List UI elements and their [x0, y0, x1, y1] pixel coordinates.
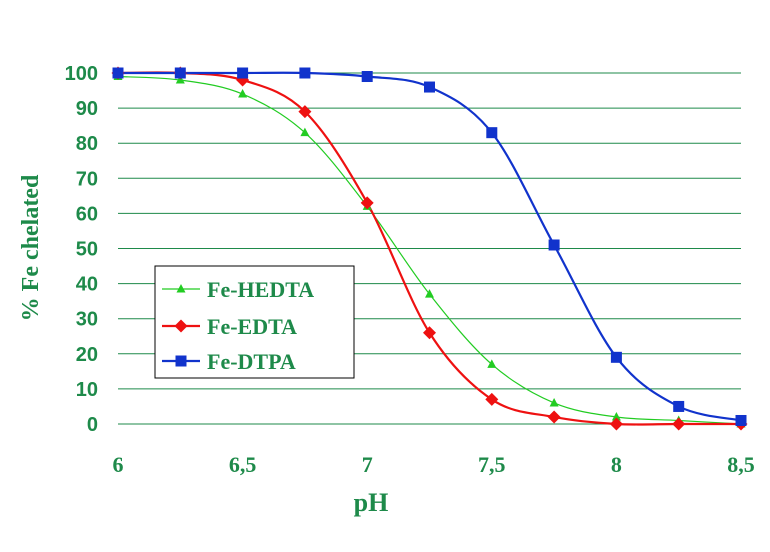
data-point-fe-edta: [423, 326, 436, 340]
legend-marker: [176, 284, 186, 293]
data-point-fe-dtpa: [486, 127, 498, 139]
data-point-fe-dtpa: [361, 71, 373, 83]
data-point-fe-dtpa: [424, 81, 435, 93]
y-tick-label: 20: [76, 344, 98, 366]
data-point-fe-dtpa: [548, 239, 560, 251]
data-point-fe-hedta: [300, 127, 310, 137]
x-tick-label: 8,5: [727, 452, 755, 477]
x-tick-label: 6,5: [229, 452, 257, 477]
y-tick-label: 70: [76, 168, 98, 190]
series-markers: [111, 66, 748, 431]
legend-marker: [174, 319, 188, 333]
y-tick-label: 10: [76, 379, 98, 401]
y-axis-label: % Fe chelated: [18, 174, 44, 321]
data-point-fe-dtpa: [735, 414, 747, 426]
data-point-fe-dtpa: [610, 351, 622, 363]
x-tick-label: 7: [362, 452, 373, 477]
legend-label: Fe-DTPA: [207, 349, 296, 374]
y-axis-ticks: 0 10 20 30 40 50 60 70 80 90 100: [65, 63, 98, 436]
y-tick-label: 40: [76, 274, 98, 296]
data-point-fe-edta: [547, 410, 561, 424]
data-point-fe-dtpa: [673, 400, 685, 412]
y-tick-label: 0: [87, 414, 98, 436]
data-point-fe-hedta: [425, 289, 434, 298]
data-point-fe-edta: [485, 392, 499, 406]
data-point-fe-edta: [609, 417, 623, 431]
y-tick-label: 80: [76, 133, 98, 155]
y-tick-label: 30: [76, 309, 98, 331]
x-tick-label: 8: [611, 452, 622, 477]
series-line-fe-hedta: [117, 75, 742, 425]
y-tick-label: 90: [76, 98, 98, 120]
x-tick-label: 6: [113, 452, 124, 477]
legend-box: [154, 265, 355, 379]
data-point-fe-hedta: [238, 89, 248, 98]
data-point-fe-hedta: [611, 411, 621, 421]
legend: Fe-HEDTA Fe-EDTA Fe-DTPA: [154, 265, 355, 379]
data-point-fe-hedta: [487, 359, 497, 368]
y-tick-label: 50: [76, 239, 98, 261]
x-tick-label: 7,5: [478, 452, 506, 477]
x-axis-label: pH: [354, 488, 389, 517]
data-point-fe-edta: [672, 417, 686, 431]
data-point-fe-hedta: [549, 397, 559, 407]
legend-marker: [175, 355, 187, 367]
data-point-fe-dtpa: [237, 67, 249, 79]
data-point-fe-dtpa: [174, 67, 186, 79]
data-point-fe-dtpa: [112, 67, 124, 79]
legend-label: Fe-EDTA: [207, 314, 297, 339]
legend-label: Fe-HEDTA: [207, 277, 314, 302]
y-tick-label: 100: [65, 63, 98, 85]
data-point-fe-edta: [298, 105, 312, 119]
x-axis-ticks: 6 6,5 7 7,5 8 8,5: [113, 452, 755, 477]
data-point-fe-dtpa: [299, 67, 311, 79]
y-tick-label: 60: [76, 203, 98, 225]
data-point-fe-edta: [360, 196, 374, 210]
